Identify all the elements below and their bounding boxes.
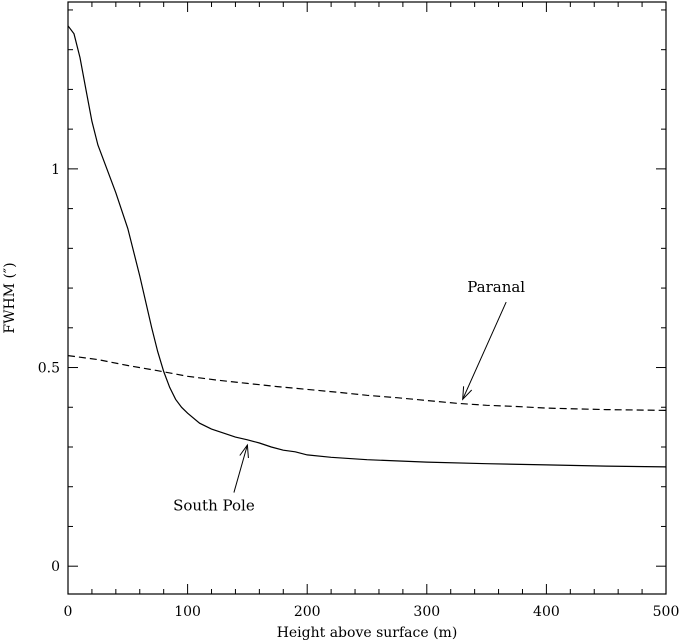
- plot-frame: [67, 1, 667, 595]
- x-tick-label: 300: [413, 604, 440, 620]
- y-tick-label: 1: [51, 162, 60, 178]
- y-tick-label: 0: [51, 559, 60, 575]
- annotation-arrowhead-paranal: [462, 386, 473, 401]
- x-tick-label: 200: [294, 604, 321, 620]
- series-line-south-pole: [67, 25, 667, 468]
- x-tick-label: 0: [64, 604, 73, 620]
- series-line-paranal: [67, 355, 667, 411]
- annotation-arrow-south-pole: [233, 444, 248, 493]
- y-axis-label: FWHM (″): [2, 262, 18, 333]
- annotation-layer: Paranal South Pole: [173, 278, 525, 515]
- x-tick-label: 500: [653, 604, 680, 620]
- x-tick-label: 400: [533, 604, 560, 620]
- x-tick-label: 100: [174, 604, 201, 620]
- annotation-arrowhead-south-pole: [239, 443, 249, 459]
- axis-ticks: 0 100 200 300 400 500 0 0.5 1: [38, 2, 680, 620]
- annotation-arrow-paranal: [462, 301, 507, 400]
- annotation-label-south-pole: South Pole: [173, 497, 255, 515]
- annotation-label-paranal: Paranal: [467, 278, 525, 296]
- series-layer: [67, 25, 667, 468]
- y-tick-label: 0.5: [38, 361, 60, 377]
- x-axis-label: Height above surface (m): [277, 625, 458, 641]
